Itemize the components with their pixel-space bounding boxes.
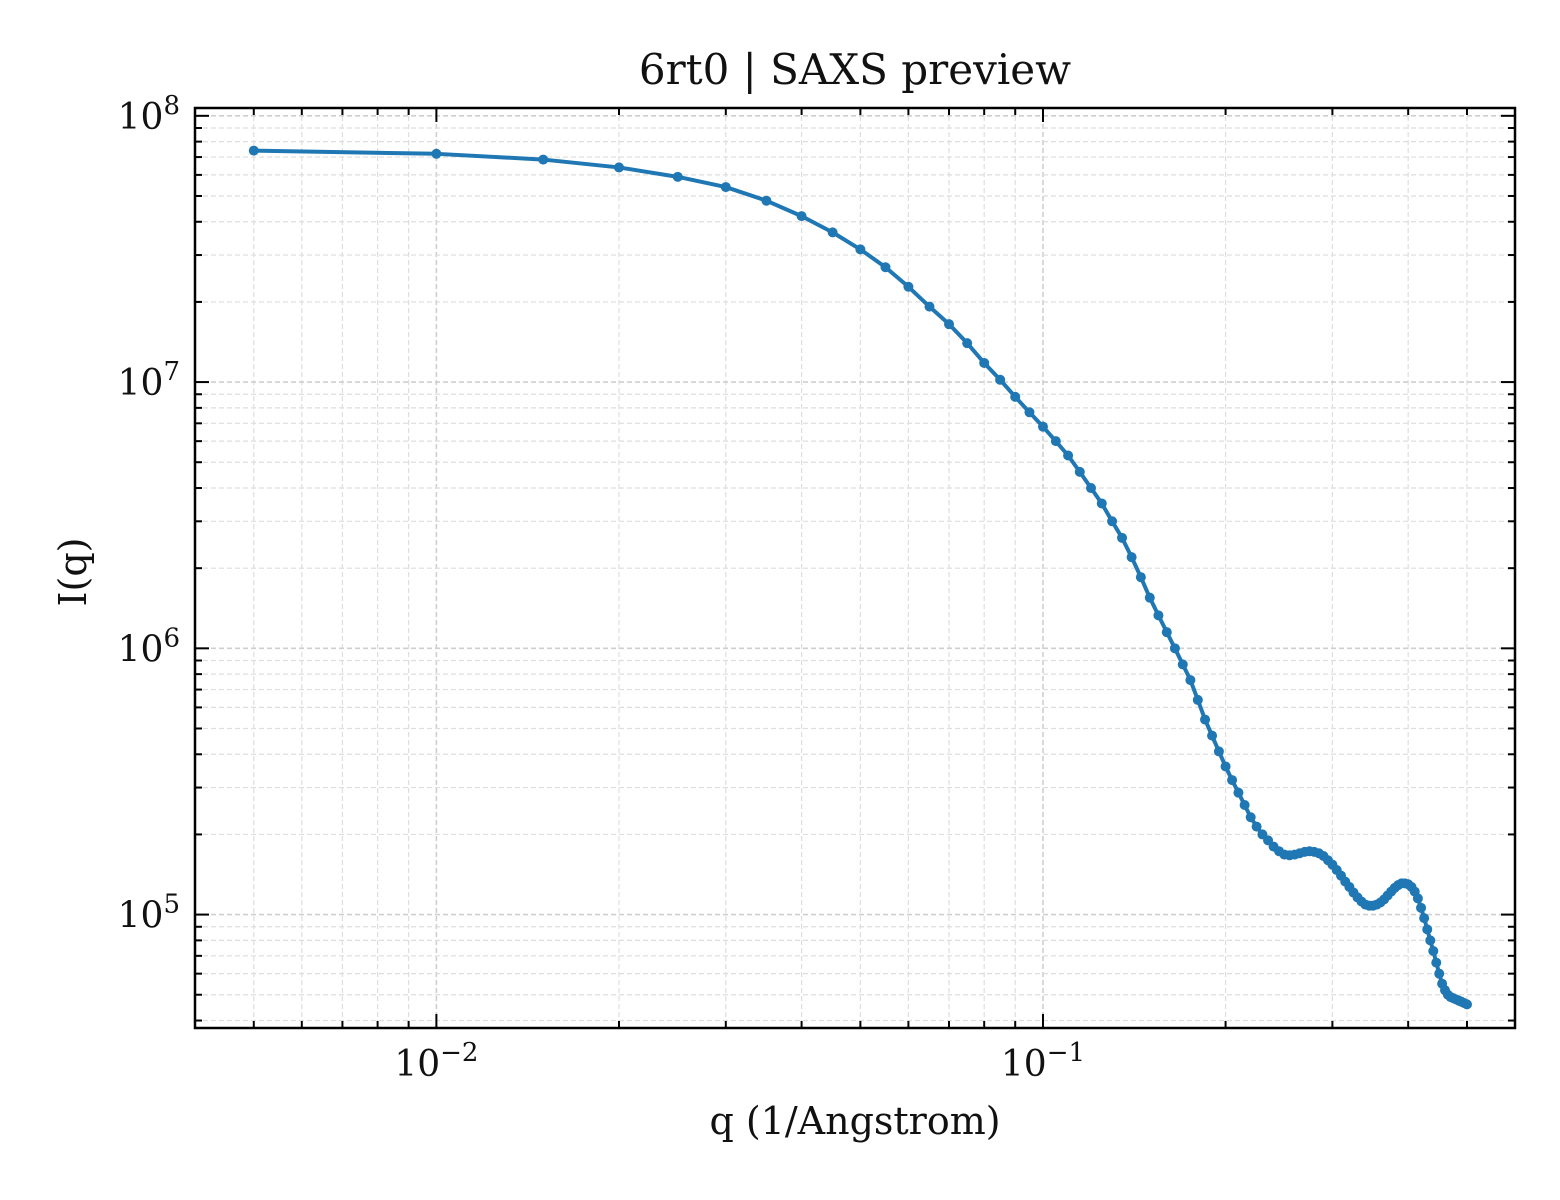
data-point [1177,659,1188,670]
data-point [1425,935,1436,946]
data-point [1074,466,1085,477]
data-point [1144,592,1155,603]
data-point [962,338,973,349]
data-point [1096,498,1107,509]
data-point [248,145,259,156]
data-point [796,211,807,222]
data-point [855,244,866,255]
data-point [1434,968,1445,979]
chart-title: 6rt0 | SAXS preview [639,45,1071,94]
y-tick-label: 108 [118,91,180,138]
data-point [1063,450,1074,461]
data-point [995,374,1006,385]
data-point [944,319,955,330]
data-point [1107,516,1118,527]
data-point [1117,532,1128,543]
tick-labels: 10−2 10−1 105 106 107 108 [118,91,1085,1085]
data-point [827,227,838,238]
data-point [924,301,935,312]
y-tick-label: 105 [118,890,180,937]
data-point [538,154,549,165]
data-point [1185,675,1196,686]
data-point [1086,483,1097,494]
data-point [1419,913,1430,924]
x-axis-label: q (1/Angstrom) [709,1099,1000,1143]
data-point [1200,714,1211,725]
data-point [1192,694,1203,705]
data-point [1050,436,1061,447]
grid-lines [194,108,1516,1028]
data-point [979,357,990,368]
data-point [1416,902,1427,913]
data-point [761,195,772,206]
data-point [1161,627,1172,638]
data-point [1461,999,1472,1010]
data-point [1153,610,1164,621]
axes-frame [193,106,1517,1030]
data-point [1412,893,1423,904]
data-point [1428,945,1439,956]
data-point [1126,552,1137,563]
data-point [1239,799,1250,810]
data-point [903,281,914,292]
data-point [613,162,624,173]
data-point [1431,957,1442,968]
data-point [431,148,442,159]
data-point [880,262,891,273]
data-point [1037,421,1048,432]
y-tick-label: 107 [118,357,180,404]
data-point [1207,730,1218,741]
data-point [1227,775,1238,786]
data-point [1135,572,1146,583]
y-axis-label: I(q) [51,538,95,607]
data-point [1169,643,1180,654]
x-tick-label: 10−1 [1001,1038,1085,1085]
data-point [1220,761,1231,772]
plot-area [248,145,1472,1010]
x-tick-label: 10−2 [394,1038,478,1085]
y-tick-label: 106 [118,623,180,670]
data-point [1251,821,1262,832]
data-point [1010,391,1021,402]
data-point [720,182,731,193]
data-point [1245,812,1256,823]
data-point [1213,746,1224,757]
data-point [1422,924,1433,935]
data-point [1024,407,1035,418]
data-point [1233,787,1244,798]
data-point [672,171,683,182]
